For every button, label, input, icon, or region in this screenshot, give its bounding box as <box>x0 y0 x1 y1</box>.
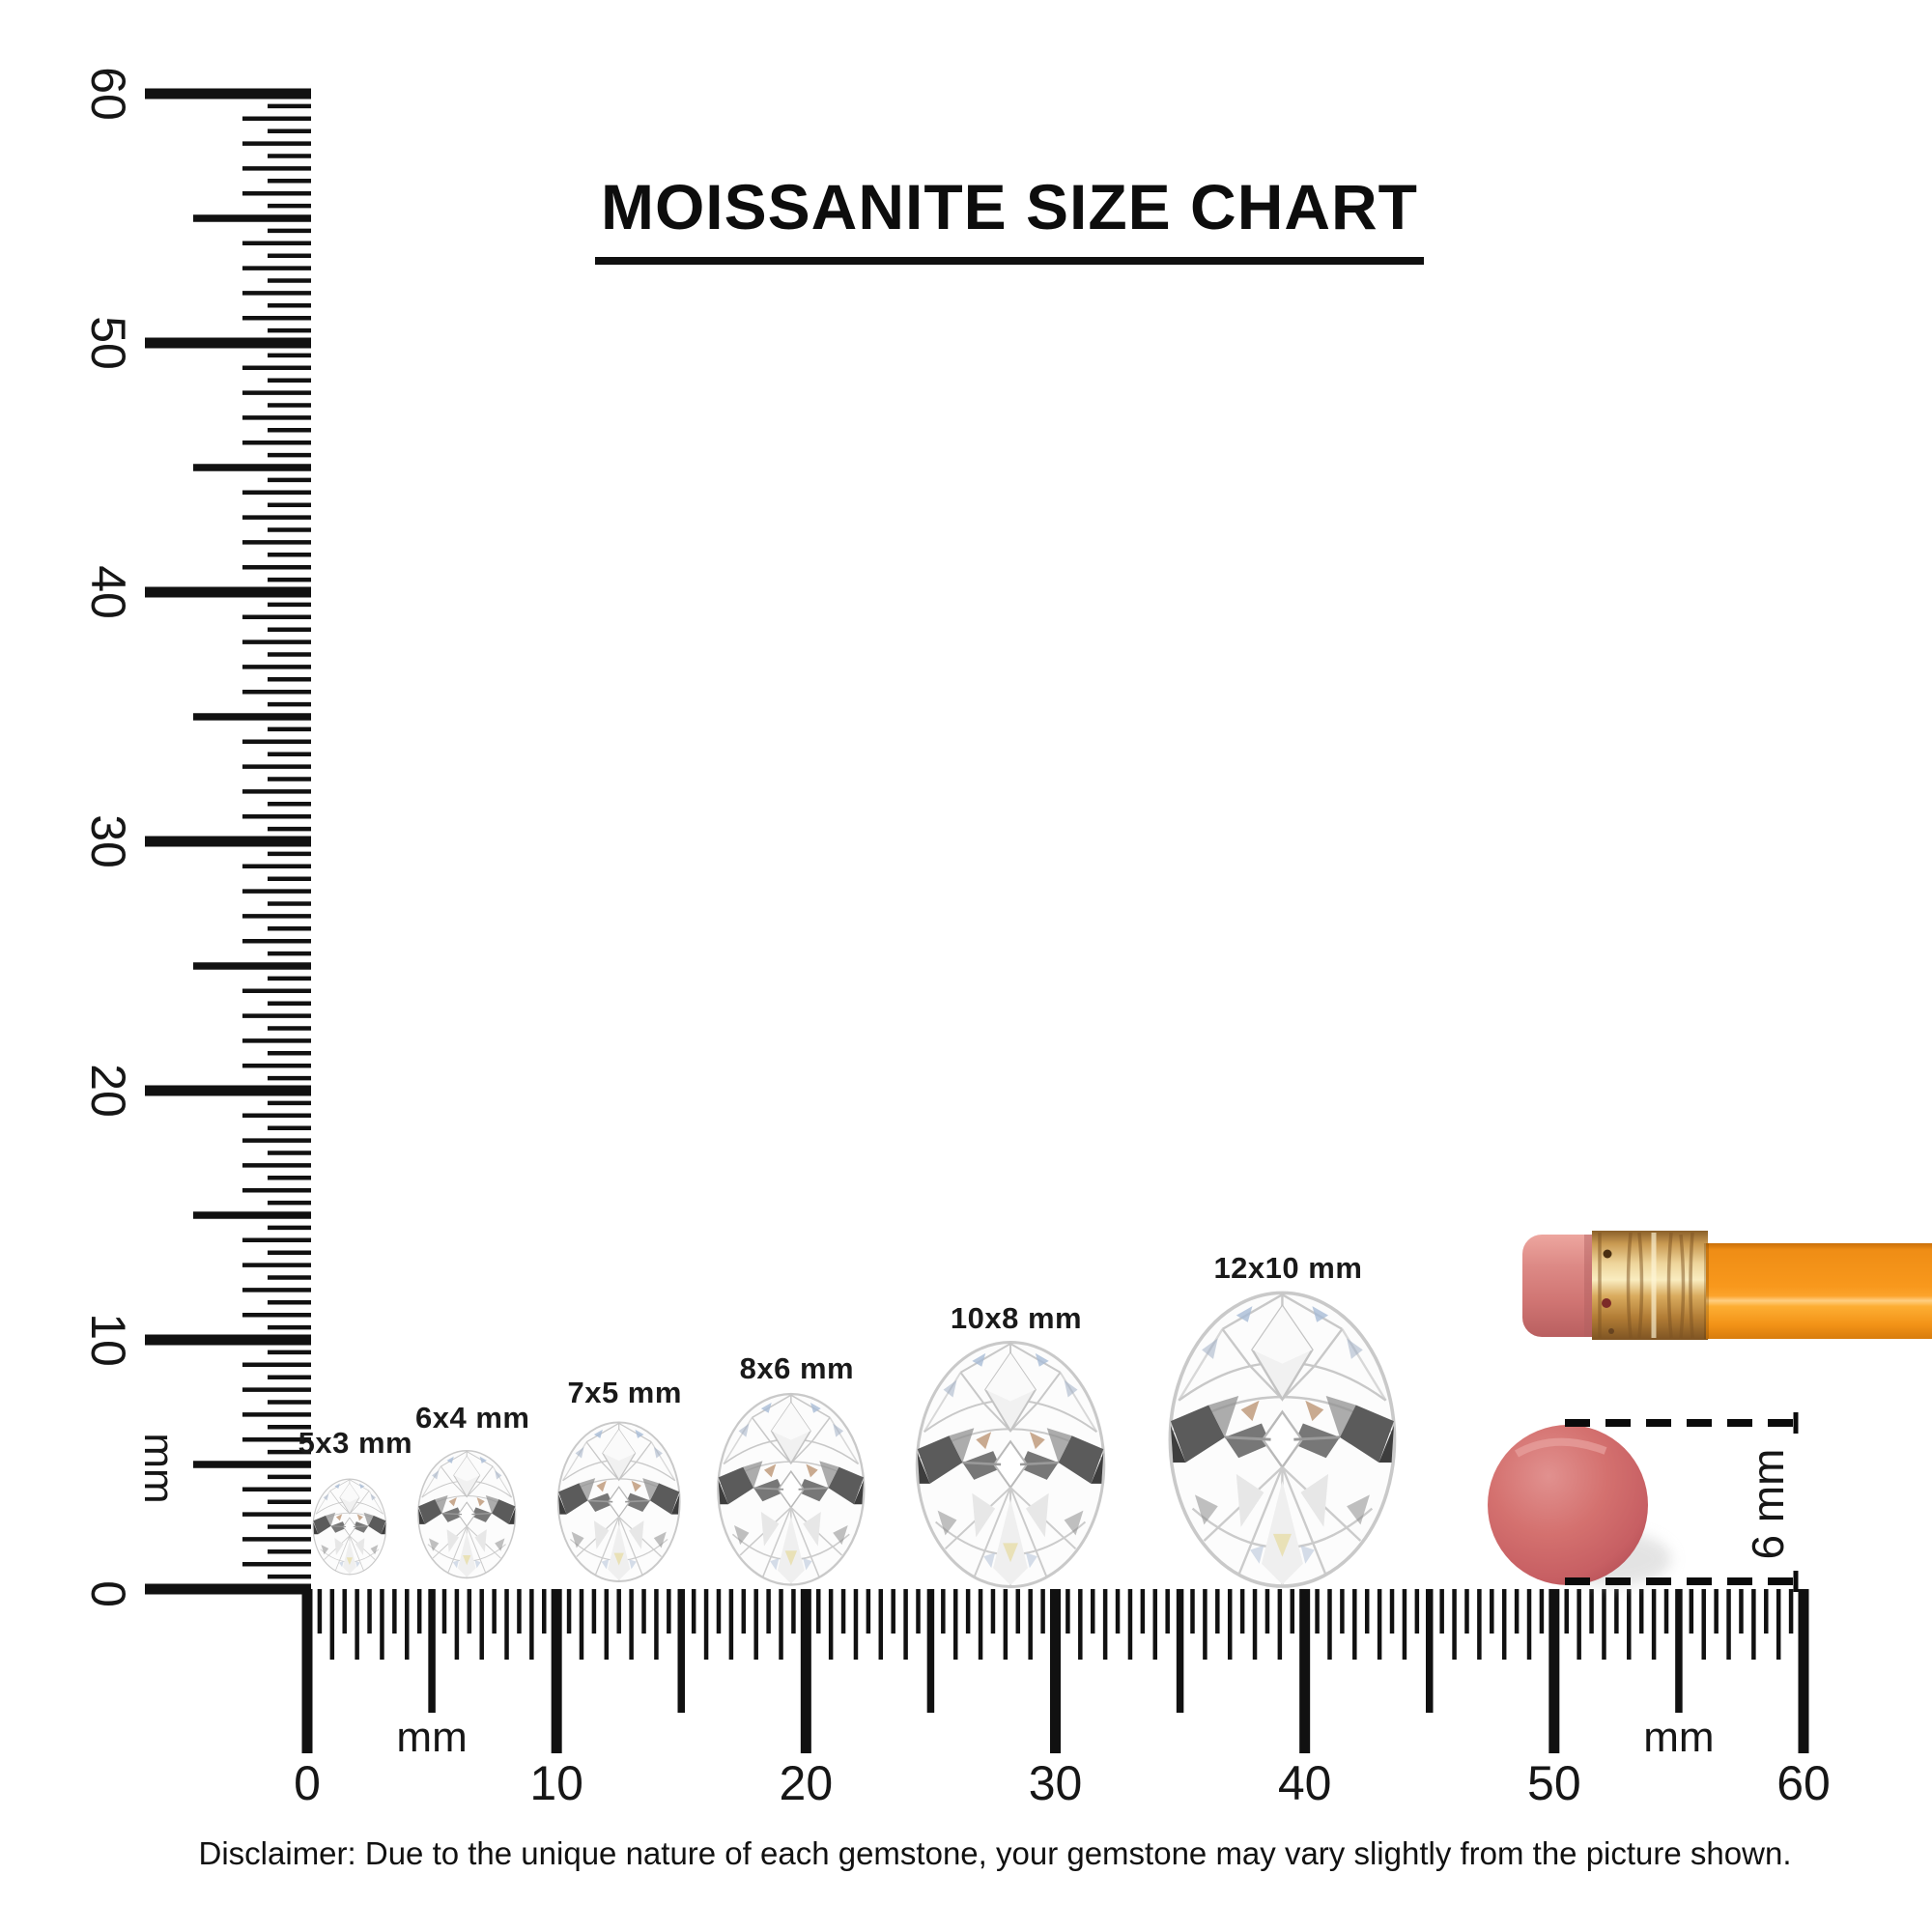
horizontal-ruler-ticks <box>301 1589 1809 1753</box>
gem-7x5mm <box>556 1421 681 1583</box>
pencil-body <box>1706 1243 1932 1339</box>
ferrule-rivet-top <box>1603 1249 1612 1259</box>
round-eraser <box>1488 1425 1648 1585</box>
gem-8x6mm <box>717 1392 866 1586</box>
ferrule-crimps <box>1598 1232 1694 1339</box>
eraser-measure-graphics <box>1488 1412 1799 1592</box>
gem-images <box>312 1291 1397 1589</box>
ferrule-rivet-small <box>1608 1328 1614 1334</box>
vertical-ruler-ticks <box>145 88 311 1595</box>
round-eraser-highlight <box>1515 1437 1607 1458</box>
pencil-ferrule <box>1592 1231 1708 1340</box>
gem-5x3mm <box>312 1478 387 1576</box>
gem-12x10mm <box>1168 1291 1397 1588</box>
gem-10x8mm <box>915 1340 1106 1589</box>
pencil-eraser-tip <box>1522 1235 1611 1337</box>
pencil-image <box>1522 1231 1932 1340</box>
pencil-body-seam <box>1704 1243 1709 1339</box>
gem-6x4mm <box>416 1449 517 1579</box>
ferrule-rivet-bottom <box>1602 1298 1611 1308</box>
